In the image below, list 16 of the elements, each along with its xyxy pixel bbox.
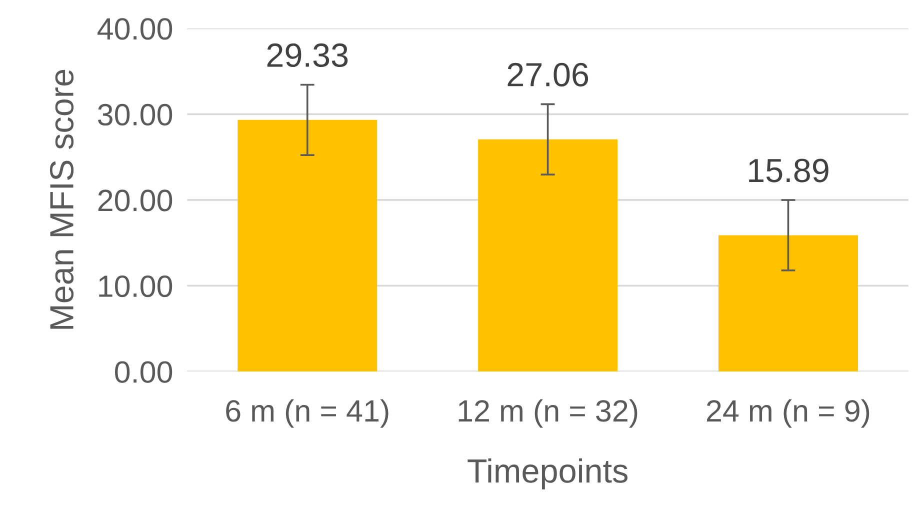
y-tick-label: 20.00 <box>98 190 172 212</box>
y-tick-label: 30.00 <box>98 104 172 126</box>
x-tick-label: 6 m (n = 41) <box>226 399 388 428</box>
bar <box>478 139 618 372</box>
y-tick-label: 10.00 <box>99 275 172 298</box>
y-tick-label: 40.00 <box>98 18 172 40</box>
bar <box>238 120 378 372</box>
x-axis-title: Timepoints <box>468 458 628 490</box>
data-label: 29.33 <box>267 43 348 68</box>
data-label: 15.89 <box>749 158 828 182</box>
x-tick-label: 24 m (n = 9) <box>706 399 870 428</box>
y-axis-title: Mean MFIS score <box>50 70 74 329</box>
data-label: 27.06 <box>508 62 588 87</box>
x-tick-label: 12 m (n = 32) <box>458 399 638 428</box>
y-tick-label: 0.00 <box>115 361 172 383</box>
bar <box>718 235 858 372</box>
